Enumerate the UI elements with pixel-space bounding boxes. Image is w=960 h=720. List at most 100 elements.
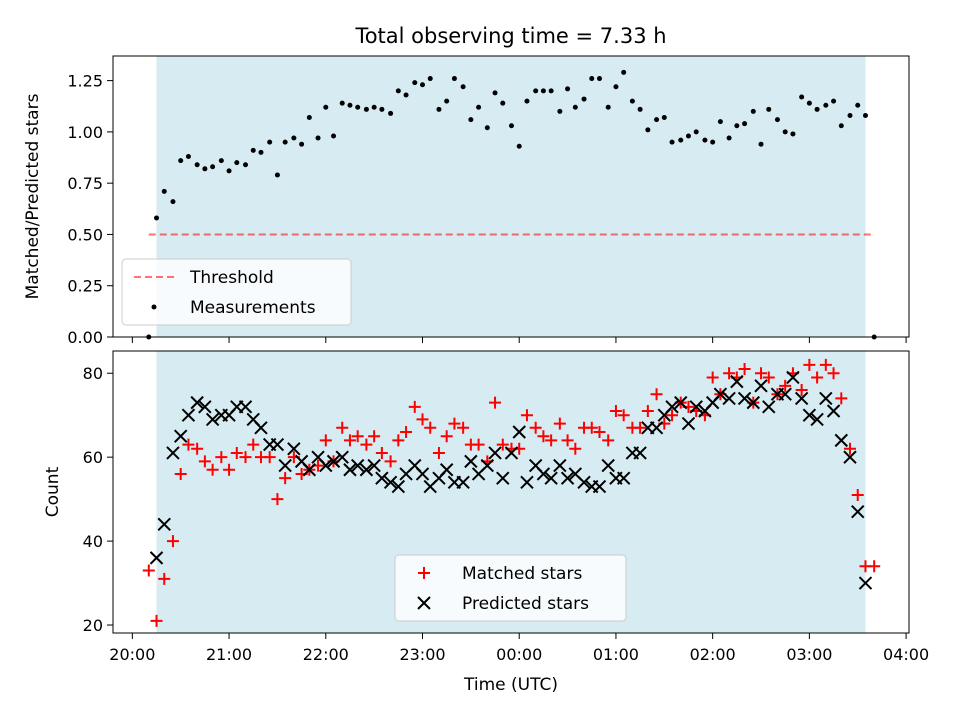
measurement-point bbox=[282, 139, 288, 145]
bottom-x-axis: 20:00 21:00 22:00 23:00 00:00 01:00 02:00 03:00… bbox=[109, 633, 929, 664]
legend-matched-label: Matched stars bbox=[462, 564, 582, 584]
matched-star-point bbox=[489, 396, 502, 409]
matched-star-point bbox=[400, 425, 413, 438]
top-y-axis-label: Matched/Predicted stars bbox=[23, 93, 43, 299]
matched-star-point bbox=[641, 405, 654, 418]
matched-star-point bbox=[561, 434, 574, 447]
matched-star-point bbox=[819, 358, 832, 371]
legend-predicted-label: Predicted stars bbox=[462, 594, 589, 614]
measurement-point bbox=[444, 98, 450, 104]
matched-star-point bbox=[650, 388, 663, 401]
measurement-point bbox=[258, 149, 264, 155]
measurement-point bbox=[637, 106, 643, 112]
predicted-star-point bbox=[616, 471, 631, 485]
matched-star-point bbox=[795, 384, 808, 397]
measurement-point bbox=[565, 86, 571, 92]
measurement-point bbox=[451, 76, 457, 82]
measurement-point bbox=[347, 102, 353, 108]
measurement-point bbox=[218, 158, 224, 164]
measurement-point bbox=[468, 117, 474, 123]
predicted-star-point bbox=[205, 412, 220, 427]
measurement-point bbox=[355, 104, 361, 110]
predicted-star-point bbox=[762, 400, 776, 414]
measurement-point bbox=[678, 137, 684, 143]
top-ytick-label: 1.25 bbox=[67, 72, 103, 91]
chart-title: Total observing time = 7.33 h bbox=[354, 24, 666, 48]
top-x-ticks bbox=[131, 337, 907, 343]
matched-star-point bbox=[319, 434, 332, 447]
measurement-point bbox=[274, 172, 280, 178]
measurement-point bbox=[170, 199, 176, 205]
predicted-star-point bbox=[166, 446, 180, 460]
predicted-star-point bbox=[544, 471, 558, 485]
measurement-point bbox=[799, 94, 805, 100]
measurement-point bbox=[524, 98, 530, 104]
matched-star-point bbox=[738, 363, 751, 376]
measurement-point bbox=[693, 129, 699, 135]
legend-threshold-label: Threshold bbox=[189, 268, 274, 288]
matched-star-point bbox=[271, 493, 284, 506]
predicted-star-point bbox=[674, 395, 688, 410]
top-ytick-label: 0.50 bbox=[67, 225, 103, 244]
measurement-point bbox=[243, 162, 249, 168]
predicted-star-point bbox=[504, 446, 519, 460]
matched-star-point bbox=[384, 455, 397, 468]
measurement-point bbox=[234, 160, 240, 166]
bottom-xtick-label: 22:00 bbox=[303, 645, 349, 664]
measurement-point bbox=[758, 141, 764, 147]
measurement-point bbox=[605, 104, 611, 110]
legend-measurements-label: Measurements bbox=[190, 298, 316, 318]
measurement-point bbox=[250, 147, 256, 153]
measurement-point bbox=[226, 168, 232, 174]
measurement-point bbox=[508, 123, 514, 129]
measurement-point bbox=[379, 106, 385, 112]
measurement-point bbox=[500, 100, 506, 106]
predicted-star-point bbox=[592, 479, 607, 494]
measurement-point bbox=[388, 110, 394, 116]
matched-star-point bbox=[844, 442, 857, 455]
predicted-star-point bbox=[681, 416, 696, 431]
measurement-point bbox=[540, 88, 546, 94]
predicted-star-point bbox=[287, 442, 301, 456]
matched-star-point bbox=[520, 409, 533, 422]
measurement-point bbox=[492, 90, 498, 96]
measurement-point bbox=[645, 127, 651, 133]
measurement-point bbox=[516, 143, 522, 149]
legend-measurements-swatch bbox=[151, 304, 157, 310]
predicted-star-point bbox=[810, 412, 824, 427]
measurement-point bbox=[750, 108, 756, 114]
measurement-point bbox=[371, 104, 377, 110]
matched-star-point bbox=[545, 434, 558, 447]
predicted-star-point bbox=[754, 379, 768, 393]
measurement-point bbox=[202, 166, 208, 172]
predicted-star-point bbox=[851, 505, 865, 519]
predicted-star-point bbox=[383, 475, 398, 490]
matched-star-point bbox=[440, 430, 453, 443]
measurement-point bbox=[178, 158, 184, 164]
matched-star-point bbox=[634, 421, 647, 434]
measurement-point bbox=[654, 117, 660, 123]
top-axes-frame bbox=[112, 55, 910, 338]
measurement-point bbox=[185, 154, 191, 160]
matched-star-point bbox=[779, 379, 792, 392]
measurement-point bbox=[420, 82, 426, 88]
measurements-series bbox=[146, 69, 877, 340]
predicted-star-point bbox=[560, 471, 575, 485]
bottom-legend-box bbox=[394, 554, 627, 622]
matched-star-point bbox=[351, 430, 364, 443]
top-legend: Threshold Measurements bbox=[121, 258, 352, 326]
matched-star-point bbox=[529, 421, 542, 434]
predicted-star-point bbox=[375, 471, 389, 485]
matched-star-point bbox=[617, 409, 630, 422]
measurement-point bbox=[210, 164, 216, 170]
predicted-star-point bbox=[367, 458, 381, 473]
bottom-ytick-label: 40 bbox=[83, 532, 103, 551]
matched-star-point bbox=[263, 451, 276, 464]
measurement-point bbox=[581, 96, 587, 102]
bottom-y-axis-label: Count bbox=[43, 466, 63, 517]
bottom-axes-frame bbox=[112, 350, 910, 634]
matched-star-point bbox=[496, 438, 509, 451]
measurement-point bbox=[685, 133, 691, 139]
bottom-xtick-label: 21:00 bbox=[206, 645, 252, 664]
